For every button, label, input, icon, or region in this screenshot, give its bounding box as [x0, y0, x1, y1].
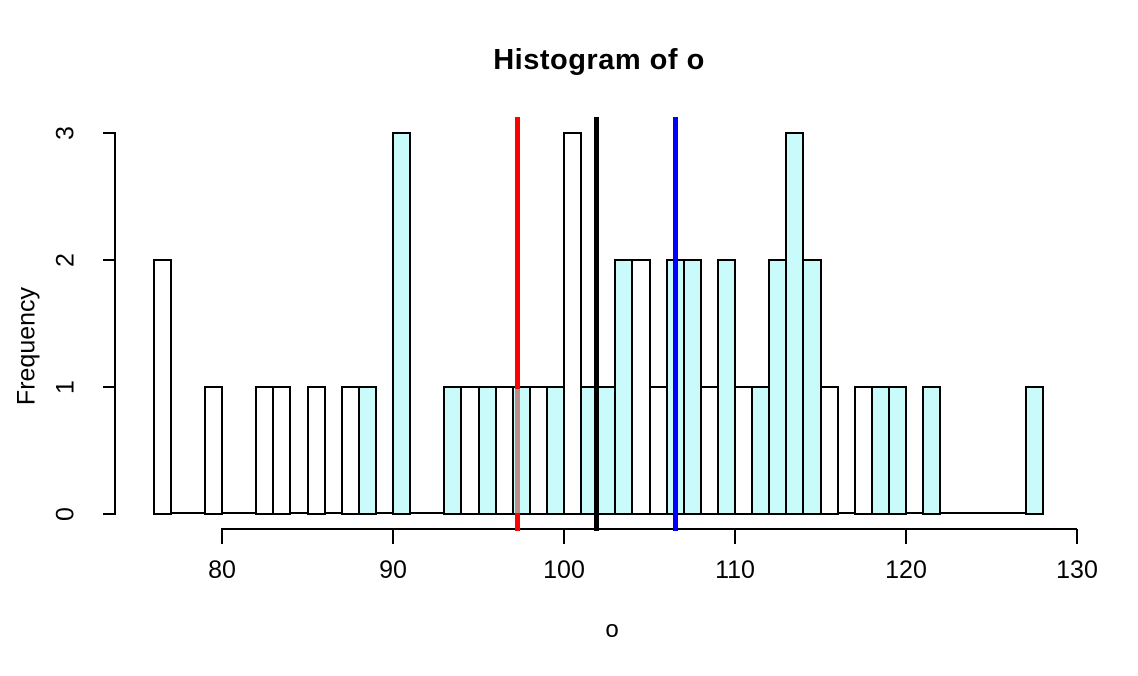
histogram-bar — [631, 259, 651, 515]
histogram-bar — [922, 386, 941, 515]
y-tick-label-text: 0 — [51, 507, 80, 521]
y-tick — [103, 132, 115, 134]
black-line — [594, 117, 599, 531]
x-tick — [563, 529, 565, 544]
blue-line — [673, 117, 678, 531]
x-tick-label: 100 — [543, 556, 585, 584]
histogram-bar — [307, 386, 326, 515]
x-tick-label: 110 — [715, 556, 755, 584]
x-tick — [221, 529, 223, 544]
x-axis-label: o — [605, 616, 619, 643]
x-tick-label: 120 — [885, 556, 927, 584]
histogram-bar — [272, 386, 291, 515]
histogram-bar — [820, 386, 839, 515]
y-tick-label-text: 1 — [51, 380, 80, 394]
y-tick-label-text: 3 — [51, 126, 80, 140]
histogram-bar — [153, 259, 172, 515]
histogram-bar — [358, 386, 377, 515]
x-tick — [1076, 529, 1078, 544]
histogram-bar — [888, 386, 907, 515]
histogram-bar — [1025, 386, 1044, 515]
y-tick — [103, 259, 115, 261]
x-axis-line — [221, 528, 1077, 530]
y-tick-label-text: 2 — [51, 253, 80, 267]
histogram-bar — [460, 386, 480, 515]
histogram-bar — [204, 386, 223, 515]
x-tick-label: 90 — [379, 556, 407, 584]
x-tick — [392, 529, 394, 544]
histogram-bar — [392, 132, 411, 515]
red-line — [515, 117, 520, 531]
x-tick-label: 130 — [1056, 556, 1098, 584]
histogram-bar — [563, 132, 582, 515]
y-axis-line — [114, 132, 116, 515]
chart-title: Histogram of o — [493, 44, 705, 76]
x-tick-label: 80 — [208, 556, 236, 584]
y-tick — [103, 386, 115, 388]
y-tick — [103, 513, 115, 515]
x-tick — [734, 529, 736, 544]
x-tick — [905, 529, 907, 544]
histogram-bar — [802, 259, 822, 515]
red-line-tinted-segment — [515, 389, 520, 513]
